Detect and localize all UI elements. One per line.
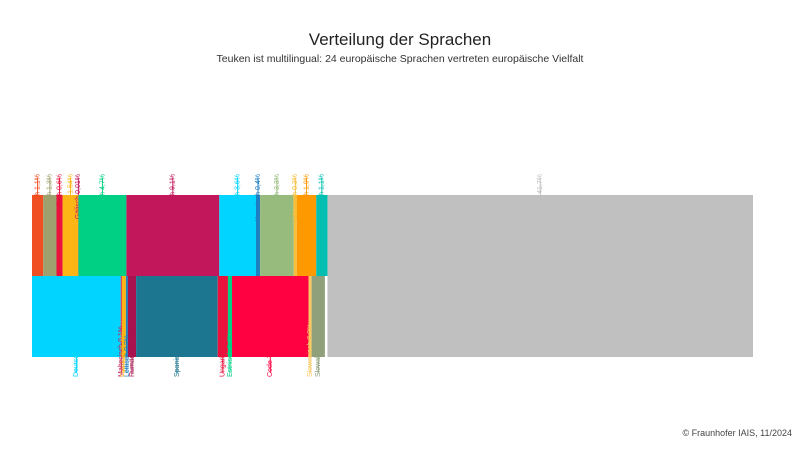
chart-subtitle: Teuken ist multilingual: 24 europäische … (216, 53, 584, 65)
bar-segment-rumaenisch (127, 276, 137, 357)
segment-label-niederlaendisch: Niederländisch 3,3% (274, 174, 281, 238)
bar-segment-code (232, 276, 309, 357)
segment-label-daenisch: Dänisch 0,6% (56, 174, 63, 217)
bar-segment-schwedisch (316, 195, 328, 276)
chart-title: Verteilung der Sprachen (308, 30, 492, 49)
bar-segment-estnisch (227, 276, 233, 357)
segment-label-italienisch: Italienisch 4,7% (99, 174, 106, 223)
segment-label-tschechisch: Tschechisch 1,3% (47, 174, 54, 230)
segment-label-spanisch: Spanisch 8,0% (174, 330, 181, 377)
bar-segment-niederlaendisch (260, 195, 294, 276)
bar-segment-maltesisch (120, 276, 122, 357)
bar-segment-portugiesisch (219, 195, 257, 276)
bar-segment-englisch (327, 195, 753, 357)
segment-label-rumaenisch: Rumänisch 0,8% (129, 324, 136, 377)
bar-segment-finnisch (121, 276, 126, 357)
segment-label-maltesisch: Maltesisch 0,1% (118, 326, 125, 377)
bar-segment-polnisch (296, 195, 317, 276)
segment-label-slowakisch: Slowakisch 1,3% (315, 324, 322, 377)
bar-segment-franzoesisch (126, 195, 220, 276)
segment-label-estnisch: Estnisch 0,4% (227, 333, 234, 377)
bar-segment-griechisch (62, 195, 79, 276)
segment-label-polnisch: Polnisch 1,9% (303, 174, 310, 218)
bar-segment-tschechisch (43, 195, 57, 276)
bar-segment-spanisch (136, 276, 218, 357)
segment-label-code: Code 7,5% (267, 342, 274, 377)
segment-label-ungarisch: Ungarisch 1,0% (220, 328, 227, 377)
segment-label-lettisch: Lettisch 0,2% (124, 335, 131, 377)
bar-segment-italienisch (78, 195, 127, 276)
segment-label-slowenisch: Slowenisch 0,3% (307, 324, 314, 377)
segment-label-schwedisch: Schwedisch 1,1% (319, 174, 326, 229)
segment-label-kroatisch: Kroatisch 0,4% (255, 174, 262, 221)
segment-label-deutsch: Deutsch 8,7% (73, 333, 80, 377)
bar-segment-litauisch (293, 195, 297, 276)
bar-segment-ungarisch (217, 276, 228, 357)
bar-segment-lettisch (125, 276, 128, 357)
bar-segment-slowakisch (311, 276, 325, 357)
bar-segment-slowenisch (308, 276, 312, 357)
segment-label-portugiesisch: Portugiesisch 3,6% (234, 174, 241, 234)
segment-label-griechisch: Griechisch 1,54% (67, 174, 74, 229)
bar-segment-deutsch (32, 276, 121, 357)
copyright-credit: © Fraunhofer IAIS, 11/2024 (682, 428, 792, 438)
segment-label-englisch: Englisch 41,7% (537, 174, 544, 222)
bar-segment-daenisch (56, 195, 63, 276)
segment-label-bulgarisch: Bulgarisch 1,1% (34, 174, 41, 225)
segment-label-finnisch: Finnisch 0,4% (121, 333, 128, 377)
bar-segment-kroatisch (256, 195, 261, 276)
segment-label-franzoesisch: Französisch 9,1% (170, 174, 177, 230)
segment-label-litauisch: Litauisch 0,3% (292, 174, 299, 220)
bar-segment-bulgarisch (32, 195, 44, 276)
